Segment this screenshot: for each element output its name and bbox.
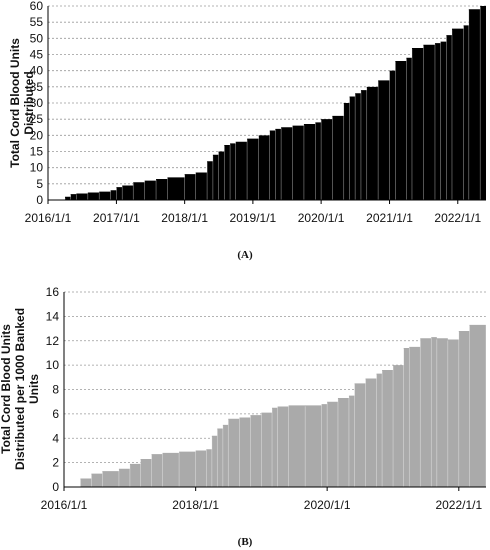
y-tick-label: 30 [30, 96, 44, 110]
x-tick-label: 2022/1/1 [434, 211, 481, 225]
y-tick-label: 40 [30, 64, 44, 78]
y-tick-label: 10 [46, 358, 60, 372]
y-tick-label: 15 [30, 145, 44, 159]
y-axis-label-line: Total Cord Blood Units [0, 324, 13, 454]
x-tick-label: 2018/1/1 [161, 211, 208, 225]
series-area [80, 313, 486, 487]
y-tick-label: 8 [52, 383, 59, 397]
y-axis-label: Total Cord Blood UnitsDistributed [8, 38, 36, 168]
x-tick-label: 2016/1/1 [25, 211, 72, 225]
y-tick-label: 25 [30, 112, 44, 126]
y-tick-label: 16 [46, 285, 60, 299]
panel-caption: (A) [237, 249, 253, 261]
x-tick-label: 2019/1/1 [230, 211, 277, 225]
panel-caption: (B) [238, 536, 253, 548]
y-axis-label: Total Cord Blood UnitsDistributed per 10… [0, 308, 41, 470]
x-tick-label: 2022/1/1 [435, 498, 482, 512]
y-axis-label-line: Distributed [22, 71, 36, 134]
y-tick-label: 6 [52, 407, 59, 421]
x-tick-label: 2020/1/1 [304, 498, 351, 512]
y-tick-label: 35 [30, 80, 44, 94]
y-tick-label: 14 [46, 309, 60, 323]
x-tick-label: 2017/1/1 [93, 211, 140, 225]
y-tick-label: 45 [30, 48, 44, 62]
x-tick-label: 2020/1/1 [298, 211, 345, 225]
y-tick-label: 50 [30, 31, 44, 45]
y-tick-label: 10 [30, 161, 44, 175]
x-tick-label: 2021/1/1 [366, 211, 413, 225]
y-tick-label: 5 [36, 177, 43, 191]
y-tick-label: 60 [30, 0, 44, 13]
series-area [65, 6, 486, 200]
y-axis-label-line: Total Cord Blood Units [8, 38, 22, 168]
y-tick-label: 12 [46, 334, 60, 348]
y-tick-label: 20 [30, 128, 44, 142]
chart-b: 0 2 4 6 8 10 12 14 16 2016/1/1 2018/1/1 2020/1/1 202… [0, 285, 487, 548]
y-tick-label: 55 [30, 15, 44, 29]
y-tick-label: 0 [36, 193, 43, 207]
y-axis-label-line: Units [27, 374, 41, 404]
y-axis-label-line: Distributed per 1000 Banked [13, 308, 27, 470]
x-tick-label: 2018/1/1 [172, 498, 219, 512]
y-tick-label: 2 [52, 456, 59, 470]
y-tick-label: 0 [52, 480, 59, 494]
y-tick-label: 4 [52, 431, 59, 445]
chart-a: 0 5 10 15 20 25 30 35 40 45 50 55 60 2016/1/1 2017/1/1… [8, 0, 486, 261]
x-tick-label: 2016/1/1 [41, 498, 88, 512]
